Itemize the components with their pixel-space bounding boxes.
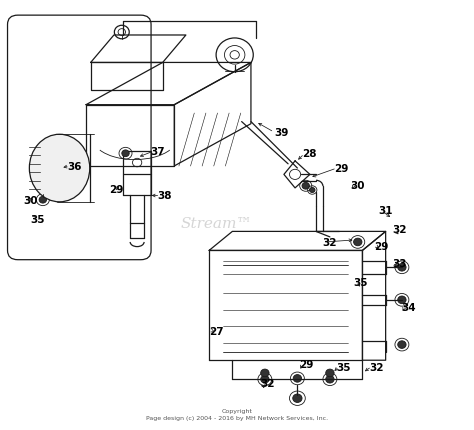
Circle shape xyxy=(293,375,301,382)
Text: Copyright
Page design (c) 2004 - 2016 by MH Network Services, Inc.: Copyright Page design (c) 2004 - 2016 by… xyxy=(146,408,328,420)
Text: 38: 38 xyxy=(158,191,172,201)
Text: 39: 39 xyxy=(274,128,288,138)
Text: 35: 35 xyxy=(30,214,45,224)
Circle shape xyxy=(326,369,334,377)
Circle shape xyxy=(293,394,302,402)
Circle shape xyxy=(122,150,129,157)
Text: 35: 35 xyxy=(353,277,367,287)
Bar xyxy=(123,152,151,175)
Text: 33: 33 xyxy=(392,258,407,268)
Text: 29: 29 xyxy=(300,359,314,370)
Text: 34: 34 xyxy=(401,303,416,313)
Text: 29: 29 xyxy=(334,164,349,174)
Text: 35: 35 xyxy=(337,362,351,372)
Text: 31: 31 xyxy=(378,206,393,216)
Text: 32: 32 xyxy=(323,237,337,247)
Circle shape xyxy=(310,188,315,193)
Text: 32: 32 xyxy=(369,362,383,372)
Circle shape xyxy=(398,341,406,349)
Circle shape xyxy=(398,264,406,271)
Circle shape xyxy=(302,183,310,190)
Circle shape xyxy=(326,375,334,383)
Text: 32: 32 xyxy=(260,378,274,389)
Text: 30: 30 xyxy=(351,181,365,190)
Text: 32: 32 xyxy=(392,225,407,235)
Circle shape xyxy=(261,375,269,383)
Text: 36: 36 xyxy=(67,162,82,172)
Circle shape xyxy=(398,296,406,304)
Text: Stream™: Stream™ xyxy=(180,216,252,230)
Text: 29: 29 xyxy=(374,242,388,252)
Circle shape xyxy=(39,197,46,204)
Text: 28: 28 xyxy=(302,149,316,159)
Text: 29: 29 xyxy=(109,185,123,195)
Circle shape xyxy=(261,369,269,377)
Text: 37: 37 xyxy=(151,147,165,157)
Text: 27: 27 xyxy=(209,326,223,336)
Circle shape xyxy=(354,239,362,246)
Ellipse shape xyxy=(29,135,90,203)
Text: 30: 30 xyxy=(23,195,37,205)
